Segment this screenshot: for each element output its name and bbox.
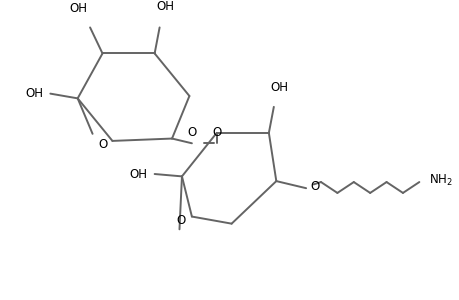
Text: O: O <box>98 138 107 151</box>
Text: OH: OH <box>270 81 288 94</box>
Text: OH: OH <box>69 2 88 15</box>
Text: O: O <box>212 127 221 140</box>
Text: O: O <box>176 214 185 227</box>
Text: OH: OH <box>25 87 43 100</box>
Text: OH: OH <box>129 167 147 181</box>
Text: O: O <box>187 127 196 140</box>
Text: OH: OH <box>156 0 174 13</box>
Text: NH$_2$: NH$_2$ <box>428 172 452 188</box>
Text: O: O <box>309 180 319 193</box>
